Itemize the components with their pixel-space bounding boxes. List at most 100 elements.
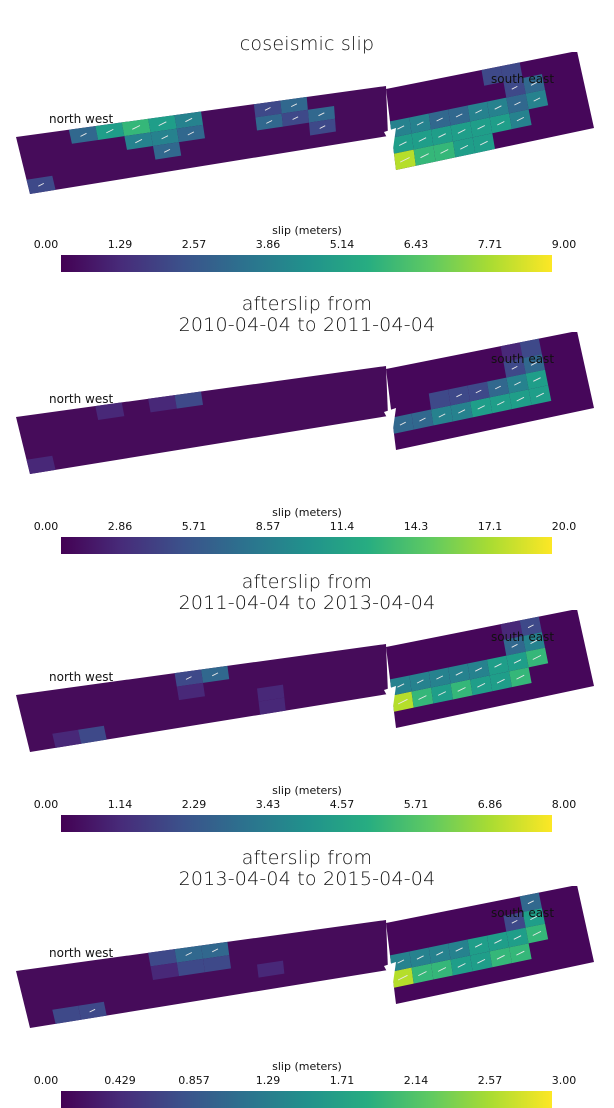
colorbar-tick-label: 0.00: [33, 798, 59, 811]
west-slip-patch: [176, 958, 205, 977]
east-slip-vector: [514, 101, 521, 106]
east-slip-vector: [511, 643, 518, 648]
colorbar-tick-label: 2.14: [403, 1074, 429, 1087]
label-south-east: south east: [491, 72, 555, 86]
east-slip-vector: [457, 129, 466, 134]
east-slip-vector: [511, 365, 518, 370]
east-slip-patch: [500, 342, 523, 362]
east-slip-vector: [416, 955, 424, 960]
colorbar-tick-label: 0.00: [33, 1074, 59, 1087]
colorbar-tick-label: 17.1: [477, 520, 503, 533]
west-slip-patch: [257, 960, 285, 978]
east-slip-vector: [455, 947, 463, 952]
east-slip-vector: [418, 695, 427, 700]
east-slip-vector: [437, 967, 447, 972]
east-slip-vector: [494, 663, 502, 668]
panel-title-line: 2013-04-04 to 2015-04-04: [178, 868, 436, 890]
west-slip-patch: [148, 395, 177, 413]
west-segment: [16, 920, 388, 1028]
colorbar-tick-label: 6.43: [403, 238, 429, 251]
fault-model: [16, 610, 594, 752]
east-slip-vector: [532, 930, 542, 936]
east-slip-vector: [516, 116, 525, 122]
slip-panel: afterslip from 2010-04-04 to 2011-04-04 no…: [0, 282, 614, 554]
west-segment: [16, 366, 388, 474]
east-slip-vector: [496, 678, 505, 684]
label-north-west: north west: [49, 112, 114, 126]
east-slip-vector: [438, 133, 446, 138]
west-slip-vector: [80, 132, 87, 137]
panel-title-line: afterslip from: [241, 293, 373, 315]
east-slip-vector: [527, 900, 534, 905]
east-slip-patch: [481, 66, 504, 86]
west-slip-patch: [203, 955, 231, 973]
west-slip-vector: [38, 182, 45, 187]
east-slip-vector: [416, 679, 424, 684]
east-slip-vector: [477, 682, 486, 688]
colorbar-tick-label: 3.00: [551, 1074, 577, 1087]
east-slip-vector: [497, 121, 505, 126]
panel-title: afterslip from 2011-04-04 to 2013-04-04: [0, 572, 614, 614]
east-slip-vector: [420, 153, 429, 159]
east-slip-vector: [460, 144, 469, 150]
west-slip-patch: [258, 697, 286, 715]
east-slip-vector: [455, 671, 463, 676]
east-slip-vector: [398, 141, 407, 146]
west-slip-vector: [89, 1008, 96, 1013]
colorbar-tick-label: 6.86: [477, 798, 503, 811]
east-slip-vector: [516, 674, 525, 680]
colorbar: [61, 255, 552, 272]
east-slip-vector: [475, 389, 482, 394]
panel-title-line: coseismic slip: [239, 33, 375, 55]
colorbar-tick-label: 2.57: [181, 238, 207, 251]
slip-panel: afterslip from 2013-04-04 to 2015-04-04 no…: [0, 836, 614, 1108]
colorbar-tick-label: 2.86: [107, 520, 133, 533]
east-slip-vector: [436, 675, 444, 680]
east-slip-vector: [494, 385, 502, 390]
east-slip-vector: [474, 943, 483, 948]
east-slip-vector: [477, 958, 486, 964]
colorbar-title: slip (meters): [272, 1060, 342, 1073]
east-slip-vector: [532, 654, 542, 660]
east-slip-vector: [497, 401, 505, 406]
west-slip-patch: [174, 391, 203, 409]
colorbar-tick-label: 4.57: [329, 798, 355, 811]
east-slip-vector: [477, 125, 485, 130]
east-slip-vector: [458, 409, 466, 414]
label-north-west: north west: [49, 392, 114, 406]
fault-notch: [384, 128, 396, 149]
east-slip-vector: [397, 125, 405, 130]
label-north-west: north west: [49, 946, 114, 960]
label-south-east: south east: [491, 630, 555, 644]
colorbar-tick-label: 2.29: [181, 798, 207, 811]
east-slip-vector: [511, 919, 518, 924]
east-slip-vector: [513, 659, 522, 664]
east-slip-vector: [438, 413, 446, 418]
colorbar-tick-label: 8.00: [551, 798, 577, 811]
fault-notch: [384, 686, 396, 707]
east-slip-vector: [397, 959, 405, 964]
west-slip-vector: [132, 125, 141, 130]
colorbar-ticks: 0.00 1.14 2.29 3.43 4.57 5.71 6.86 8.00: [34, 798, 577, 812]
east-slip-vector: [513, 935, 522, 940]
label-south-east: south east: [491, 352, 555, 366]
colorbar-tick-label: 0.429: [104, 1074, 136, 1087]
colorbar-tick-label: 0.00: [33, 238, 59, 251]
west-slip-vector: [161, 135, 169, 140]
colorbar-title: slip (meters): [272, 506, 342, 519]
colorbar-tick-label: 5.71: [181, 520, 207, 533]
east-slip-vector: [530, 639, 538, 645]
colorbar-ticks: 0.00 1.29 2.57 3.86 5.14 6.43 7.71 9.00: [34, 238, 577, 252]
east-slip-vector: [514, 381, 521, 386]
colorbar-tick-label: 3.86: [255, 238, 281, 251]
east-slip-vector: [494, 105, 502, 110]
label-north-west: north west: [49, 670, 114, 684]
east-slip-vector: [416, 121, 424, 126]
east-slip-vector: [496, 954, 505, 960]
colorbar: [61, 815, 552, 832]
west-slip-vector: [266, 120, 273, 124]
east-slip-vector: [477, 405, 485, 410]
east-slip-patch: [500, 62, 523, 82]
east-slip-patch: [500, 620, 523, 640]
colorbar-tick-label: 9.00: [551, 238, 577, 251]
